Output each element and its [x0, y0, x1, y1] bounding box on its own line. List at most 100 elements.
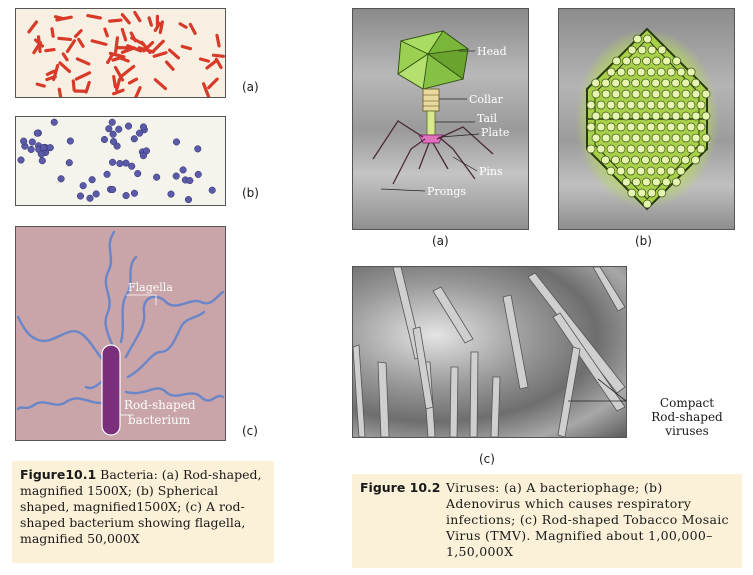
capsomere — [691, 111, 701, 121]
flagellum — [124, 387, 225, 402]
rod-bacterium — [133, 10, 142, 23]
coccus — [124, 122, 133, 130]
figure-10-2-caption-title: Figure 10.2 — [360, 480, 441, 495]
capsomere — [622, 56, 631, 66]
rod-bacterium — [108, 18, 123, 23]
rod-bacterium — [112, 74, 117, 89]
rod-bacterium — [75, 57, 91, 66]
capsomere — [646, 166, 656, 176]
flagellum — [16, 315, 113, 369]
capsomere — [642, 56, 651, 66]
coccus — [186, 177, 194, 185]
rod-bacterium-body — [101, 344, 121, 436]
rod-bacterium — [74, 71, 92, 81]
capsomere — [611, 155, 620, 165]
capsomere — [591, 133, 601, 143]
capsomere — [666, 166, 676, 176]
rod-bacterium — [57, 87, 63, 97]
rod-bacterium — [129, 31, 137, 43]
capsomere — [701, 89, 711, 99]
coccus — [37, 150, 45, 158]
capsomere — [637, 45, 647, 55]
rod-bacterium — [198, 57, 210, 63]
tmv-label: Compact Rod-shaped viruses — [632, 396, 742, 438]
capsomere — [636, 100, 646, 110]
panel-label-1c: (c) — [242, 424, 258, 438]
panel-adenovirus — [558, 8, 735, 230]
coccus — [122, 159, 130, 167]
phage-label-tail: Tail — [477, 112, 498, 125]
coccus — [79, 182, 87, 190]
coccus — [17, 156, 25, 164]
rod-bacterium — [153, 21, 162, 32]
phage-label-plate: Plate — [481, 126, 509, 139]
capsomere — [661, 78, 671, 88]
rod-bacterium — [45, 69, 56, 77]
capsomere — [646, 144, 656, 154]
capsomere — [616, 122, 626, 132]
capsomere — [596, 122, 606, 132]
phage-tail-fibers — [372, 120, 494, 185]
rod-bacterium — [211, 53, 225, 58]
capsomere — [652, 56, 661, 66]
phage-head — [397, 30, 470, 90]
capsomere — [611, 89, 621, 99]
coccus — [172, 172, 180, 180]
capsomere — [647, 45, 657, 55]
phage-base-plate — [418, 134, 444, 144]
rod-bacterium — [180, 44, 193, 51]
capsomere — [616, 166, 626, 176]
capsomere — [681, 78, 691, 88]
capsomere — [601, 89, 611, 99]
rod-bacterium — [90, 39, 108, 46]
rod-bacterium — [61, 52, 69, 62]
capsomere — [636, 122, 646, 132]
coccus — [130, 135, 138, 143]
capsomere — [661, 155, 670, 165]
phage-tail — [426, 110, 436, 136]
capsomere — [661, 133, 671, 143]
capsomere — [606, 166, 616, 176]
panel-rod-bacteria — [15, 8, 226, 98]
capsomere — [591, 78, 601, 88]
phage-label-pins: Pins — [479, 165, 503, 178]
capsomere — [636, 67, 646, 77]
flagellated-bacterium-illustration: Flagella Rod-shaped bacterium — [16, 230, 225, 436]
coccus — [153, 173, 161, 181]
capsomere — [656, 100, 666, 110]
capsomere — [631, 89, 641, 99]
rod-bacterium — [103, 27, 109, 38]
phage-label-prongs: Prongs — [427, 185, 466, 198]
capsomere — [671, 111, 681, 121]
coccus — [184, 196, 193, 204]
capsomere — [686, 100, 696, 110]
capsomere — [661, 111, 671, 121]
capsomere — [627, 188, 637, 198]
capsomere — [621, 133, 631, 143]
coccus — [135, 129, 144, 137]
capsomere — [646, 67, 656, 77]
capsomere — [691, 133, 701, 143]
tmv-label-line1: Compact — [659, 396, 715, 410]
phage-leader-lines — [380, 50, 480, 192]
coccus — [39, 144, 47, 152]
capsomere — [657, 188, 667, 198]
coccus — [105, 125, 113, 133]
rod-bacterium — [111, 56, 122, 62]
rod-bacterium — [58, 61, 72, 74]
flagellum — [124, 290, 225, 359]
capsomere — [661, 177, 671, 187]
capsomere — [616, 67, 626, 77]
capsomere — [691, 89, 701, 99]
tmv-label-line3: viruses — [665, 424, 709, 438]
bacteriophage-illustration: Head Collar Tail Plate Pins Prongs — [372, 30, 509, 198]
capsomere — [626, 67, 636, 77]
capsomere — [627, 45, 637, 55]
coccus — [28, 138, 36, 146]
capsomere — [631, 133, 641, 143]
rod-bacterium — [35, 82, 46, 88]
coccus — [128, 162, 136, 170]
capsomere — [671, 155, 680, 165]
bacterium-label-line1: Rod-shaped — [124, 398, 196, 412]
rod-bacterium — [86, 13, 102, 20]
